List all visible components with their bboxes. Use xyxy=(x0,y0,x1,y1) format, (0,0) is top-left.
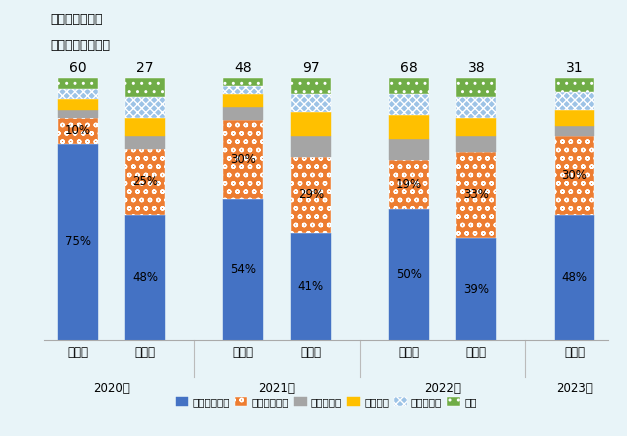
Bar xyxy=(125,215,165,340)
Bar xyxy=(223,199,263,340)
Bar xyxy=(456,118,496,136)
Bar xyxy=(389,209,429,340)
Bar xyxy=(389,115,429,139)
Text: 48%: 48% xyxy=(561,271,587,284)
Bar xyxy=(291,233,330,340)
Text: 30%: 30% xyxy=(230,153,256,166)
Bar xyxy=(58,144,98,340)
Text: 60: 60 xyxy=(69,61,87,75)
Text: 48: 48 xyxy=(234,61,252,75)
Text: 2021年: 2021年 xyxy=(258,382,295,395)
Text: 19%: 19% xyxy=(396,178,422,191)
Bar xyxy=(58,89,98,99)
Bar xyxy=(223,120,263,199)
Bar xyxy=(554,110,594,126)
Bar xyxy=(456,136,496,152)
Bar xyxy=(223,86,263,94)
Legend: インドネシア, シンガポール, フィリピン, ベトナム, マレーシア, タイ: インドネシア, シンガポール, フィリピン, ベトナム, マレーシア, タイ xyxy=(171,392,481,411)
Text: 33%: 33% xyxy=(463,188,489,201)
Bar xyxy=(389,160,429,209)
Text: 38: 38 xyxy=(468,61,485,75)
Bar xyxy=(456,97,496,118)
Bar xyxy=(223,94,263,107)
Bar xyxy=(554,215,594,340)
Bar xyxy=(125,118,165,136)
Bar xyxy=(554,136,594,215)
Text: 10%: 10% xyxy=(65,124,91,137)
Text: 2023年: 2023年 xyxy=(556,382,593,395)
Bar xyxy=(58,118,98,144)
Text: 54%: 54% xyxy=(230,263,256,276)
Bar xyxy=(291,157,330,233)
Text: 50%: 50% xyxy=(396,268,422,281)
Text: 39%: 39% xyxy=(463,283,489,296)
Text: （投賄金額計）: （投賄金額計） xyxy=(50,13,103,26)
Bar xyxy=(223,78,263,86)
Bar xyxy=(456,152,496,238)
Text: 25%: 25% xyxy=(132,175,158,188)
Bar xyxy=(125,97,165,118)
Bar xyxy=(223,107,263,120)
Bar xyxy=(58,99,98,110)
Text: 30%: 30% xyxy=(562,169,587,182)
Text: 27: 27 xyxy=(136,61,154,75)
Text: 29%: 29% xyxy=(298,188,324,201)
Text: 2022年: 2022年 xyxy=(424,382,461,395)
Bar xyxy=(456,238,496,340)
Bar xyxy=(125,149,165,215)
Bar xyxy=(291,94,330,112)
Bar xyxy=(554,126,594,136)
Text: 68: 68 xyxy=(400,61,418,75)
Bar xyxy=(554,78,594,92)
Text: 48%: 48% xyxy=(132,271,158,284)
Text: 31: 31 xyxy=(566,61,583,75)
Bar xyxy=(291,112,330,136)
Bar xyxy=(58,110,98,118)
Bar xyxy=(389,94,429,115)
Bar xyxy=(456,78,496,97)
Text: （単位：億ドル）: （単位：億ドル） xyxy=(50,39,110,52)
Bar xyxy=(125,136,165,149)
Bar xyxy=(389,78,429,94)
Bar xyxy=(58,78,98,89)
Text: 75%: 75% xyxy=(65,235,91,249)
Text: 2020年: 2020年 xyxy=(93,382,130,395)
Text: 41%: 41% xyxy=(298,280,324,293)
Bar xyxy=(389,139,429,160)
Bar xyxy=(291,78,330,94)
Text: 97: 97 xyxy=(302,61,320,75)
Bar xyxy=(125,78,165,97)
Bar xyxy=(554,92,594,110)
Bar xyxy=(291,136,330,157)
